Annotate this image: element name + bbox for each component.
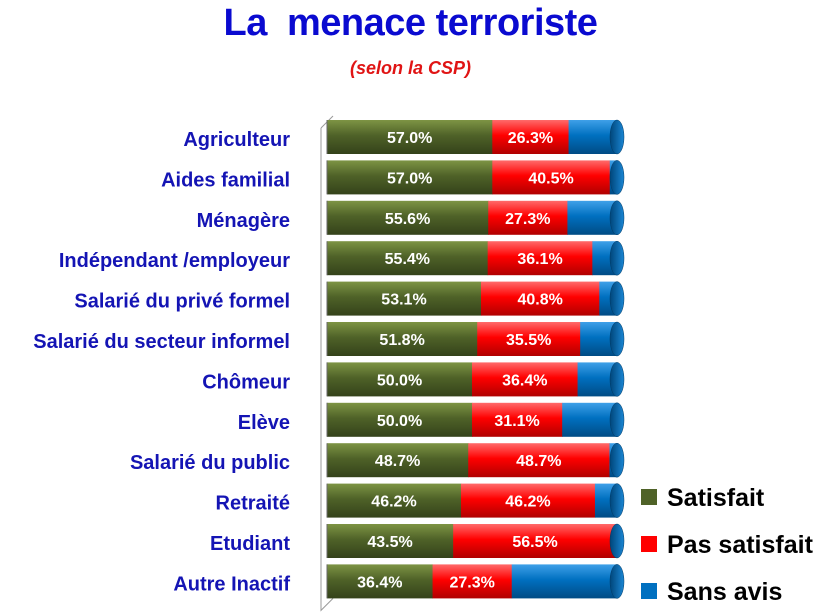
bar-end-cap [609,564,625,599]
data-label: 36.1% [517,251,562,268]
bar-segment-satisfait [327,483,462,518]
bar-segment-sans-avis [562,402,618,437]
bar-end-cap [609,362,625,397]
data-labels: 57.0% 26.3% 57.0% 40.5% 55.6% 27.3% 55.4% 36.1%… [357,130,574,591]
bar-segment-satisfait [327,362,473,397]
bar-segment-sans-avis [567,200,618,235]
bar-segment-sans-avis [511,564,618,599]
bar-segment-pas-satisfait [460,483,596,518]
bar-segment-sans-avis [568,120,618,154]
category-label: Salarié du privé formel [74,291,290,313]
bar-end-cap [609,119,625,155]
bar-segment-pas-satisfait [468,443,610,478]
data-label: 36.4% [502,372,547,389]
data-label: 57.0% [387,130,432,147]
data-label: 55.4% [385,251,430,268]
bar-segment-pas-satisfait [432,564,513,599]
category-label: Aides familial [161,169,290,191]
category-label: Indépendant /employeur [59,250,290,272]
data-label: 46.2% [505,494,550,511]
chart-subtitle: (selon la CSP) [349,58,472,78]
bar-end-cap [609,200,625,236]
bar-segment-satisfait [327,564,434,599]
bar-segment-satisfait [327,524,454,558]
bar-end-cap [609,442,625,478]
bar-segment-pas-satisfait [472,362,579,397]
category-label: Etudiant [210,533,290,555]
legend-label: Satisfait [667,484,765,512]
bar-end-cap [609,281,625,316]
legend-swatch [641,583,657,599]
data-label: 35.5% [506,332,551,349]
bar-segment-satisfait [327,241,489,276]
category-label: Ménagère [197,210,290,232]
data-label: 31.1% [494,413,539,430]
bar-segment-satisfait [327,443,469,478]
bar-end-cap [609,160,625,195]
bar-segment-satisfait [327,322,478,356]
data-label: 26.3% [508,130,553,147]
data-label: 53.1% [381,292,426,309]
data-label: 27.3% [505,211,550,228]
bar-end-cap [609,240,625,276]
bar-segment-satisfait [327,120,493,154]
data-label: 56.5% [512,534,557,551]
bar-end-cap [609,523,625,559]
data-label: 57.0% [387,170,432,187]
bar-segment-satisfait [327,160,493,195]
category-label: Autre Inactif [173,573,290,595]
legend: Satisfait Pas satisfait Sans avis [641,484,814,606]
data-label: 51.8% [379,332,424,349]
data-label: 48.7% [516,453,561,470]
legend-swatch [641,536,657,552]
data-label: 48.7% [375,453,420,470]
data-label: 50.0% [377,413,422,430]
data-label: 36.4% [357,574,402,591]
legend-label: Pas satisfait [667,531,814,559]
data-label: 46.2% [371,494,416,511]
category-label: Agriculteur [183,129,290,151]
category-label: Retraité [216,493,290,515]
bar-end-cap [609,402,625,438]
category-label: Elève [238,412,290,434]
bar-end-cap [609,483,625,518]
bar-segment-pas-satisfait [492,120,570,154]
legend-label: Sans avis [667,578,782,606]
bar-segment-pas-satisfait [487,241,593,276]
chart-title: La menace terroriste [223,2,598,44]
data-label: 50.0% [377,372,422,389]
data-label: 27.3% [449,574,494,591]
bar-end-cap [609,321,625,357]
bar-segment-pas-satisfait [472,402,563,437]
category-label: Salarié du secteur informel [33,331,290,353]
data-label: 40.8% [517,292,562,309]
bar-segment-pas-satisfait [453,524,618,558]
bar-segment-pas-satisfait [480,281,600,316]
category-labels: Agriculteur Aides familial Ménagère Indépen… [33,129,290,595]
category-label: Salarié du public [130,452,290,474]
category-label: Chômeur [202,371,290,393]
bar-segment-pas-satisfait [492,160,611,195]
bar-segment-satisfait [327,402,473,437]
bar-segment-pas-satisfait [477,322,581,356]
bar-segment-satisfait [327,200,489,235]
bars [326,119,625,599]
data-label: 40.5% [528,170,573,187]
bar-segment-pas-satisfait [488,200,568,235]
bar-segment-satisfait [327,281,482,316]
data-label: 55.6% [385,211,430,228]
data-label: 43.5% [367,534,412,551]
legend-swatch [641,489,657,505]
